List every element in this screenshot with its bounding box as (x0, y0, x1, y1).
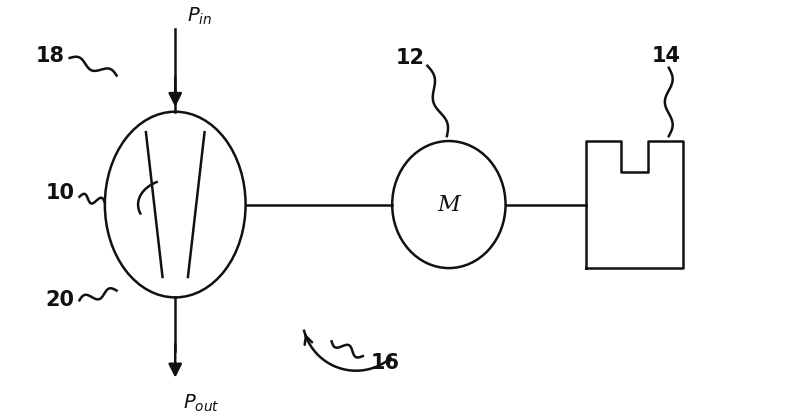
Text: 14: 14 (651, 46, 680, 66)
Ellipse shape (105, 112, 246, 297)
Ellipse shape (392, 141, 506, 268)
Text: 10: 10 (46, 183, 74, 203)
Text: 18: 18 (36, 46, 65, 66)
Text: M: M (438, 194, 460, 216)
Text: $P_{in}$: $P_{in}$ (187, 5, 212, 27)
Text: 16: 16 (371, 353, 400, 373)
Text: 20: 20 (46, 291, 74, 310)
Text: $P_{out}$: $P_{out}$ (183, 393, 219, 415)
Text: 12: 12 (395, 48, 424, 68)
